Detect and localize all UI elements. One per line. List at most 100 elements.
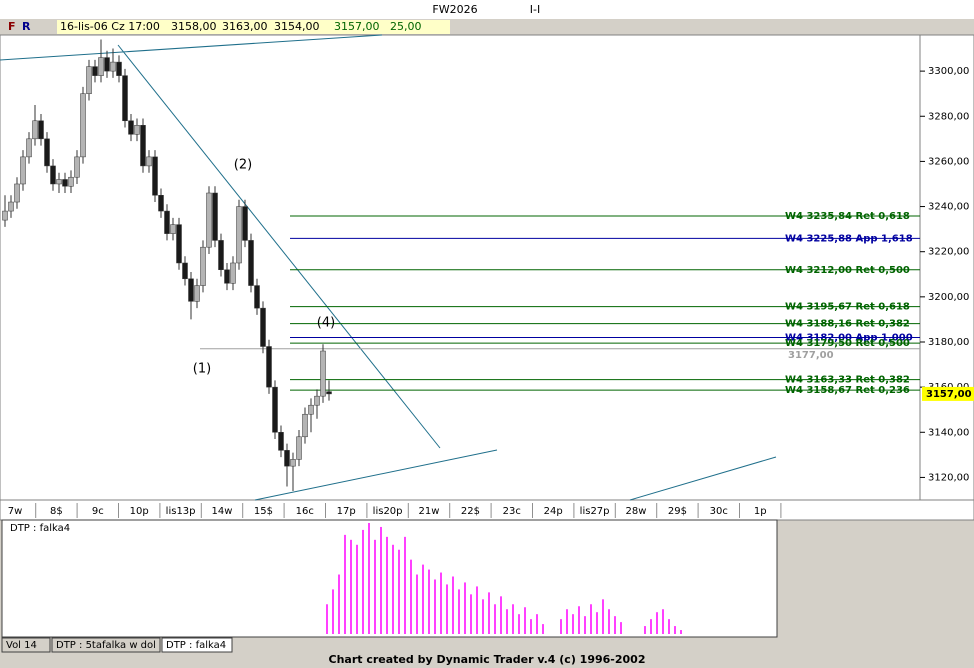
x-tick-label: lis20p [373,506,403,517]
trend-line [629,456,777,501]
level-label: W4 3179,50 Ret 0,500 [785,338,910,349]
button-f[interactable]: F [8,20,16,33]
candle-body [134,125,140,135]
reference-label: 3177,00 [788,350,834,361]
level-label: W4 3182,00 App 1,000 [785,332,913,343]
x-tick-label: 7w [8,506,23,517]
candle-body [314,395,320,406]
candle-body [176,224,182,264]
candle-body [302,413,308,438]
tabs: Vol 14 DTP : 5tafalka w dol DTP : falka4 [1,637,233,653]
x-tick-label: 17p [337,506,356,517]
candle-body [278,432,284,451]
candle-body [284,450,290,467]
candle-body [20,156,26,185]
y-tick-label: 3200,00 [928,292,969,303]
y-tick-label: 3220,00 [928,247,969,258]
candle-body [320,350,326,397]
x-tick-label: 9c [92,506,104,517]
candle-body [212,192,218,241]
y-tick-label: 3260,00 [928,156,969,167]
candle-body [182,262,188,280]
candle-body [80,93,86,158]
level-label: W4 3158,67 Ret 0,236 [785,385,910,396]
info-close: 3157,00 [334,20,380,33]
candle-body [290,459,296,467]
info-box [57,20,450,34]
candle-body [14,183,20,203]
x-tick-label: 16c [296,506,314,517]
candle-body [206,192,212,248]
candle-body [308,404,314,415]
trend-lines [0,34,777,501]
x-tick-label: 29$ [668,506,687,517]
x-tick-label: 21w [419,506,440,517]
candle-body [272,386,278,433]
candle-body [32,120,38,140]
candle-body [86,66,92,94]
candle-body [104,57,110,72]
level-label: W4 3212,00 Ret 0,500 [785,265,910,276]
x-tick-label: 14w [212,506,233,517]
info-low: 3154,00 [274,20,320,33]
level-label: W4 3163,33 Ret 0,382 [785,375,910,386]
y-tick-label: 3140,00 [928,427,969,438]
y-tick-label: 3280,00 [928,111,969,122]
candle-body [326,391,332,395]
x-tick-label: 28w [626,506,647,517]
trend-line [0,34,383,61]
candle-body [56,179,62,185]
x-tick-label: 1p [754,506,767,517]
info-open: 3158,00 [171,20,217,33]
y-tick-label: 3120,00 [928,472,969,483]
candle-body [224,269,230,284]
tab-label[interactable]: Vol 14 [6,640,37,651]
candle-body [236,206,242,264]
candle-body [266,346,272,388]
trend-line [117,44,441,449]
tab[interactable] [1,637,51,653]
candle-body [296,436,302,460]
level-label: W4 3188,16 Ret 0,382 [785,319,910,330]
x-tick-label: 22$ [461,506,480,517]
button-r[interactable]: R [22,20,31,33]
candle-body [116,61,122,76]
tab[interactable] [51,637,161,653]
tab-label[interactable]: DTP : 5tafalka w dol [56,640,156,651]
x-tick-label: lis13p [166,506,196,517]
candle-body [50,165,56,185]
info-high: 3163,00 [222,20,268,33]
candle-body [38,120,44,140]
candle-body [248,240,254,286]
candle-body [146,156,152,167]
title-bar [0,0,974,19]
trend-line [254,449,498,501]
price-panel [0,34,921,501]
tab[interactable] [161,637,233,653]
x-tick-label: 24p [544,506,563,517]
wave-label: (1) [193,362,211,377]
info-date: 16-lis-06 Cz 17:00 [60,20,160,33]
candle-body [26,138,32,158]
current-price-label: 3157,00 [926,389,972,400]
y-tick-label: 3300,00 [928,66,969,77]
level-label: W4 3225,88 App 1,618 [785,233,913,244]
x-tick-label: 15$ [254,506,273,517]
tab-label[interactable]: DTP : falka4 [166,640,226,651]
wave-label: (4) [317,316,335,331]
x-tick-label: 23c [503,506,521,517]
candle-body [140,125,146,167]
wave-label: (2) [234,158,252,173]
indicator-title: DTP : falka4 [10,523,70,534]
candle-body [170,224,176,234]
candle-body [68,176,74,187]
candle-body [200,246,206,286]
x-tick-label: 30c [710,506,728,517]
candle-body [62,179,68,187]
candle-body [92,66,98,76]
candle-body [2,210,8,221]
indicator-panel [1,519,778,638]
x-tick-label: 10p [130,506,149,517]
